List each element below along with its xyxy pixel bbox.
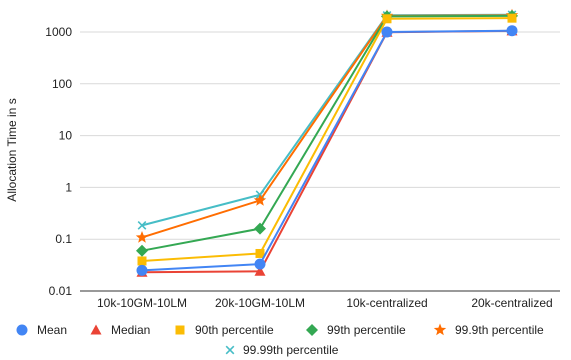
legend-label: Median <box>111 323 150 337</box>
series-line <box>141 29 513 272</box>
legend-item: 90th percentile <box>175 323 274 337</box>
marker-stroke <box>225 345 235 355</box>
x-tick-label: 20k-centralized <box>471 296 552 310</box>
legend-label: 90th percentile <box>195 323 274 337</box>
legend-marker <box>306 324 318 336</box>
data-point <box>255 248 265 258</box>
data-point <box>254 265 266 276</box>
data-point <box>254 258 266 270</box>
data-point <box>136 244 148 257</box>
x-tick-label: 10k-10GM-10LM <box>97 296 187 310</box>
x-tick-label: 20k-10GM-10LM <box>215 296 305 310</box>
series-line <box>141 14 513 252</box>
data-point <box>382 14 392 24</box>
legend-label: 99.9th percentile <box>455 323 544 337</box>
legend-marker <box>225 345 235 355</box>
y-tick-label: 100 <box>52 77 72 91</box>
data-point <box>253 193 267 206</box>
y-tick-label: 1000 <box>45 25 72 39</box>
y-tick-label: 0.1 <box>55 232 72 246</box>
y-axis-title: Allocation Time in s <box>5 98 19 201</box>
legend-label: Mean <box>37 323 67 337</box>
series-99th-percentile <box>136 9 518 257</box>
series-group <box>135 8 519 277</box>
legend-marker <box>433 323 447 336</box>
data-point <box>137 220 147 230</box>
marker-stroke <box>137 220 147 230</box>
series-line <box>141 13 513 227</box>
data-point <box>135 230 149 243</box>
legend-item: 99th percentile <box>306 323 406 337</box>
legend-marker <box>90 324 102 335</box>
legend-item: Median <box>90 323 150 337</box>
series-line <box>141 14 513 239</box>
series-99-9th-percentile <box>135 8 519 243</box>
legend: Mean Median 90th percentile 99th percentile… <box>16 323 544 357</box>
y-axis-ticks: 0.01 0.1 1 10 100 1000 <box>45 25 72 298</box>
y-tick-label: 10 <box>59 129 73 143</box>
series-90th-percentile <box>137 13 517 266</box>
legend-item: 99.9th percentile <box>433 323 544 337</box>
data-point <box>136 264 148 276</box>
data-point <box>506 25 518 37</box>
y-tick-label: 1 <box>65 180 72 194</box>
grid-lines <box>80 31 560 292</box>
legend-item: 99.99th percentile <box>225 343 339 357</box>
x-axis-ticks: 10k-10GM-10LM 20k-10GM-10LM 10k-centralize… <box>97 296 553 310</box>
series-99-99th-percentile <box>137 10 517 230</box>
series-mean <box>136 25 518 276</box>
legend-marker <box>16 324 28 336</box>
series-line <box>141 29 513 274</box>
legend-label: 99th percentile <box>327 323 406 337</box>
series-line <box>141 17 513 262</box>
legend-marker <box>175 325 185 335</box>
data-point <box>254 222 266 235</box>
data-point <box>507 13 517 23</box>
x-tick-label: 10k-centralized <box>346 296 427 310</box>
legend-label: 99.99th percentile <box>243 343 339 357</box>
data-point <box>137 256 147 266</box>
data-point <box>381 26 393 38</box>
y-tick-label: 0.01 <box>49 284 73 298</box>
legend-item: Mean <box>16 323 67 337</box>
